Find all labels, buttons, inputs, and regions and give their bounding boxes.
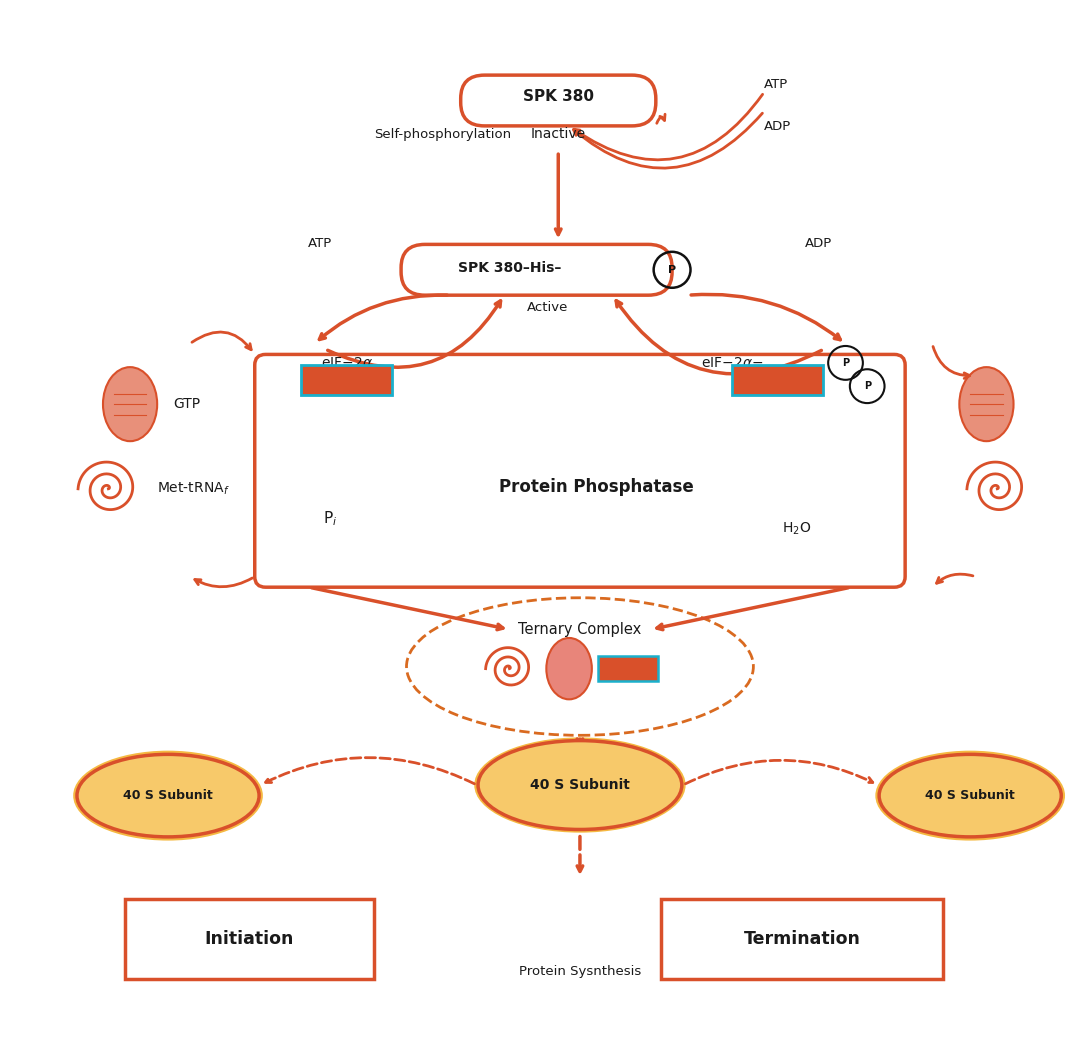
Ellipse shape [475, 737, 686, 833]
Text: ADP: ADP [804, 237, 833, 250]
FancyBboxPatch shape [732, 365, 823, 395]
Text: P$_i$: P$_i$ [323, 509, 338, 528]
Text: Inactive: Inactive [531, 127, 585, 142]
Text: Initiation: Initiation [205, 930, 294, 948]
Text: Met-tRNA$_f$: Met-tRNA$_f$ [157, 480, 230, 497]
Ellipse shape [959, 367, 1014, 441]
Text: 40 S Subunit: 40 S Subunit [926, 789, 1015, 802]
Text: P: P [842, 358, 849, 368]
Text: Ternary Complex: Ternary Complex [518, 622, 642, 637]
Text: Self-phosphorylation: Self-phosphorylation [374, 128, 511, 141]
Text: eIF$-$2$\alpha$$-$: eIF$-$2$\alpha$$-$ [700, 355, 763, 370]
Text: Active: Active [527, 302, 568, 314]
Text: ATP: ATP [308, 237, 332, 250]
Text: Protein Phosphatase: Protein Phosphatase [499, 477, 694, 496]
Text: Termination: Termination [744, 930, 861, 948]
FancyBboxPatch shape [125, 899, 374, 979]
Ellipse shape [546, 638, 592, 699]
Text: ATP: ATP [764, 78, 788, 91]
Text: Protein Sysnthesis: Protein Sysnthesis [519, 965, 641, 978]
Text: H$_2$O: H$_2$O [782, 521, 812, 537]
Text: SPK 380–His–: SPK 380–His– [457, 260, 562, 275]
Text: GTP: GTP [173, 397, 201, 412]
FancyBboxPatch shape [301, 365, 392, 395]
Ellipse shape [74, 751, 262, 840]
Text: P: P [864, 381, 870, 391]
Ellipse shape [876, 751, 1064, 840]
Text: P: P [668, 264, 676, 275]
FancyBboxPatch shape [598, 656, 658, 681]
Text: 40 S Subunit: 40 S Subunit [530, 778, 630, 792]
Text: eIF$-$2$\alpha$: eIF$-$2$\alpha$ [321, 355, 373, 370]
Ellipse shape [478, 741, 682, 829]
Text: ADP: ADP [764, 121, 791, 133]
Ellipse shape [77, 754, 259, 837]
Ellipse shape [103, 367, 157, 441]
Ellipse shape [879, 754, 1061, 837]
Text: SPK 380: SPK 380 [522, 89, 594, 104]
FancyBboxPatch shape [661, 899, 943, 979]
Text: 40 S Subunit: 40 S Subunit [124, 789, 212, 802]
